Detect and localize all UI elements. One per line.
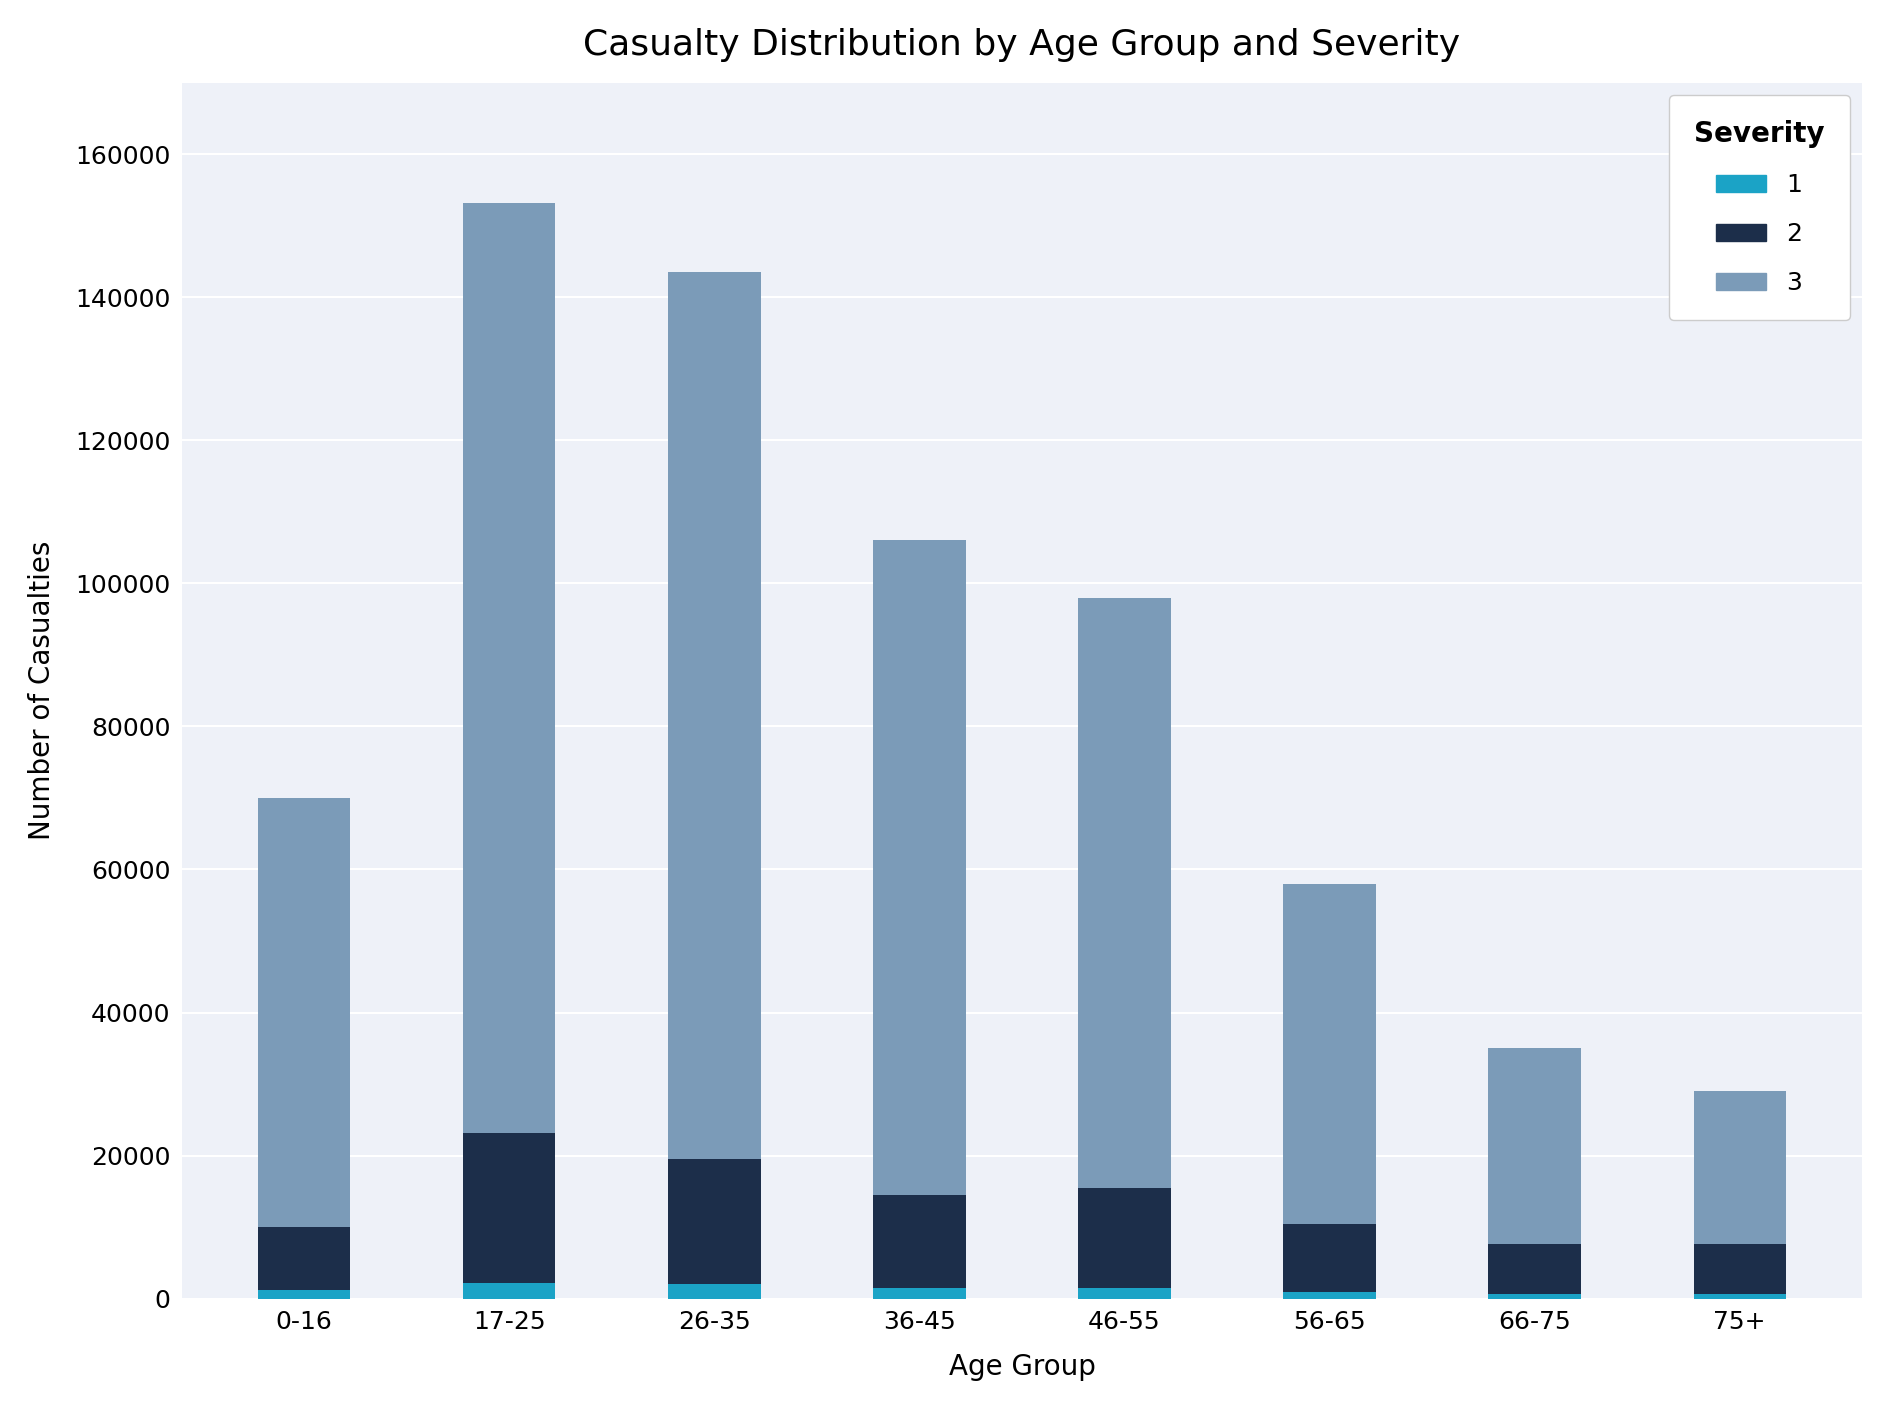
Bar (669, 1285, 759, 1299)
Bar (463, 1284, 555, 1299)
X-axis label: Age Group: Age Group (948, 1353, 1096, 1381)
Bar (259, 797, 349, 1227)
Bar (1693, 1293, 1785, 1299)
Bar (1489, 1293, 1579, 1299)
Bar (669, 272, 759, 1160)
Bar (259, 1227, 349, 1291)
Title: Casualty Distribution by Age Group and Severity: Casualty Distribution by Age Group and S… (584, 28, 1460, 62)
Bar (1489, 1048, 1579, 1244)
Bar (1283, 1292, 1375, 1299)
Bar (1079, 1288, 1169, 1299)
Bar (1079, 1188, 1169, 1288)
Bar (1693, 1091, 1785, 1244)
Bar (1079, 597, 1169, 1188)
Legend: 1, 2, 3: 1, 2, 3 (1668, 94, 1849, 320)
Bar (463, 203, 555, 1133)
Bar (873, 541, 965, 1195)
Bar (1283, 1223, 1375, 1292)
Bar (1283, 883, 1375, 1223)
Bar (259, 1291, 349, 1299)
Bar (873, 1195, 965, 1288)
Bar (669, 1160, 759, 1285)
Bar (463, 1133, 555, 1284)
Bar (873, 1288, 965, 1299)
Y-axis label: Number of Casualties: Number of Casualties (28, 541, 57, 840)
Bar (1489, 1244, 1579, 1293)
Bar (1693, 1244, 1785, 1293)
